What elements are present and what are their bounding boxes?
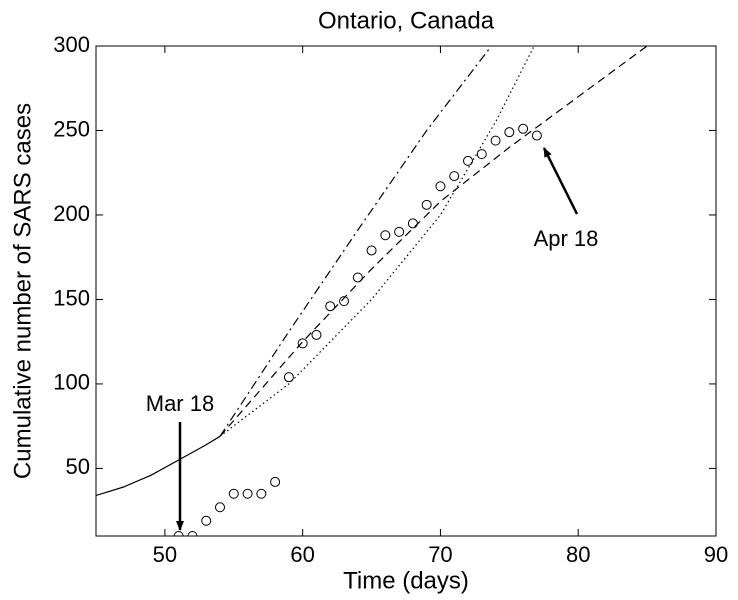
data-point <box>435 181 446 192</box>
data-point <box>518 123 529 134</box>
data-point <box>421 199 432 210</box>
y-axis-label: Cumulative number of SARS cases <box>9 103 36 479</box>
data-point <box>173 531 184 536</box>
data-point <box>394 226 405 237</box>
curve <box>219 46 535 437</box>
data-point <box>531 130 542 141</box>
data-point <box>449 171 460 182</box>
x-tick-label: 80 <box>566 542 590 567</box>
curve <box>96 435 221 497</box>
data-point <box>366 245 377 256</box>
data-point <box>270 476 281 487</box>
data-point <box>228 488 239 499</box>
chart-title: Ontario, Canada <box>318 7 495 34</box>
curve <box>219 46 492 437</box>
data-point <box>297 338 308 349</box>
data-point <box>201 515 212 526</box>
data-point <box>339 296 349 307</box>
data-point <box>407 218 418 229</box>
data-point <box>490 135 501 146</box>
annotation: Mar 18 <box>146 391 214 416</box>
data-point <box>476 149 487 160</box>
curve <box>219 46 648 437</box>
y-tick-label: 100 <box>53 370 90 395</box>
plot-frame <box>95 45 717 537</box>
data-point <box>283 372 294 383</box>
data-point <box>311 329 322 340</box>
x-tick-label: 90 <box>704 542 728 567</box>
x-tick-label: 60 <box>290 542 314 567</box>
plot-area <box>96 46 648 536</box>
annotation: Apr 18 <box>534 226 599 251</box>
data-point <box>352 272 363 283</box>
data-point <box>504 127 515 138</box>
data-point <box>215 502 225 513</box>
y-tick-label: 300 <box>53 32 90 57</box>
x-axis-label: Time (days) <box>343 567 469 594</box>
data-point <box>242 488 253 499</box>
data-point <box>463 155 473 166</box>
y-tick-label: 250 <box>53 116 90 141</box>
y-tick-label: 150 <box>53 285 90 310</box>
x-tick-label: 50 <box>153 542 177 567</box>
annotation-arrow <box>542 147 579 215</box>
data-point <box>256 488 267 499</box>
y-tick-label: 50 <box>66 454 90 479</box>
x-tick-label: 70 <box>428 542 452 567</box>
data-point <box>187 531 198 536</box>
data-point <box>325 301 336 312</box>
data-point <box>380 230 391 241</box>
y-tick-label: 200 <box>53 201 90 226</box>
